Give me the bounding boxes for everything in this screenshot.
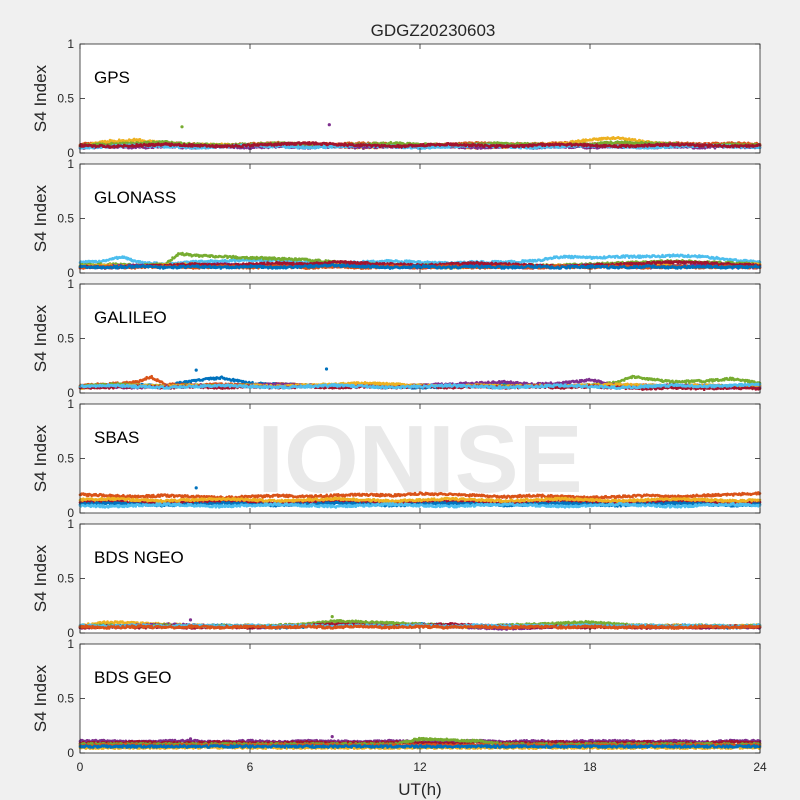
figure-title: GDGZ20230603 [371, 21, 496, 40]
axes-background [80, 44, 760, 153]
